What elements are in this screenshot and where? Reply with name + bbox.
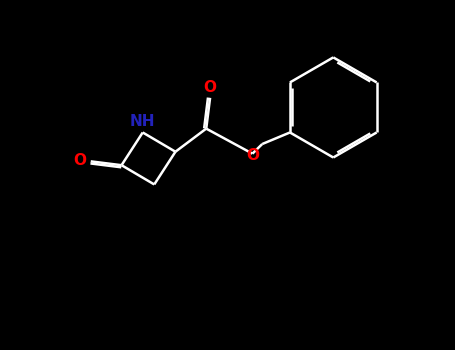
Text: O: O — [203, 79, 217, 94]
Text: O: O — [246, 148, 259, 163]
Text: NH: NH — [129, 114, 155, 129]
Text: O: O — [73, 153, 86, 168]
